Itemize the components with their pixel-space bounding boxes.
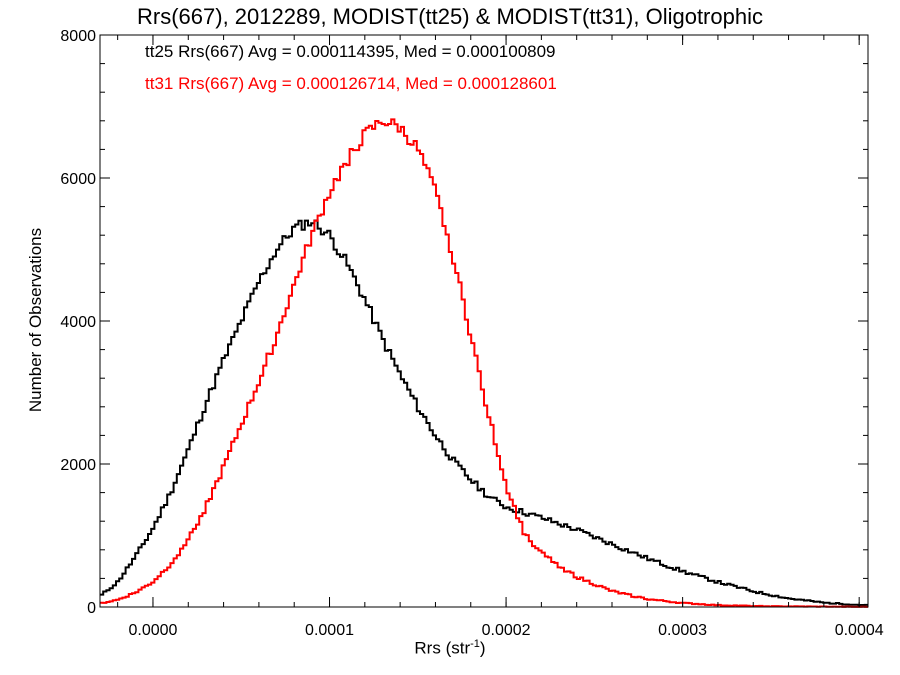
x-tick-label: 0.0003 — [658, 622, 707, 639]
series-layer — [100, 118, 868, 608]
x-tick-label: 0.0002 — [482, 622, 531, 639]
x-tick-label: 0.0000 — [128, 622, 177, 639]
plot-frame — [99, 34, 869, 608]
y-tick-label: 4000 — [60, 314, 96, 331]
y-tick-label: 2000 — [60, 457, 96, 474]
annotation-tt25: tt25 Rrs(667) Avg = 0.000114395, Med = 0… — [145, 42, 556, 61]
axes-layer: 0.0000 0.0001 0.0002 0.0003 0.0004 0 2000 4000 6… — [60, 28, 883, 639]
y-tick-label: 8000 — [60, 28, 96, 45]
x-tick-label: 0.0001 — [305, 622, 354, 639]
y-tick-label: 6000 — [60, 171, 96, 188]
chart-title: Rrs(667), 2012289, MODIST(tt25) & MODIST… — [137, 4, 763, 29]
y-tick-label: 0 — [87, 600, 96, 617]
series-1-line — [100, 219, 868, 607]
y-axis-label: Number of Observations — [26, 227, 45, 413]
x-tick-label: 0.0004 — [835, 622, 884, 639]
annotation-tt31: tt31 Rrs(667) Avg = 0.000126714, Med = 0… — [145, 74, 557, 93]
x-axis-label: Rrs (str-1) — [414, 638, 486, 658]
series-2-line — [100, 118, 868, 608]
